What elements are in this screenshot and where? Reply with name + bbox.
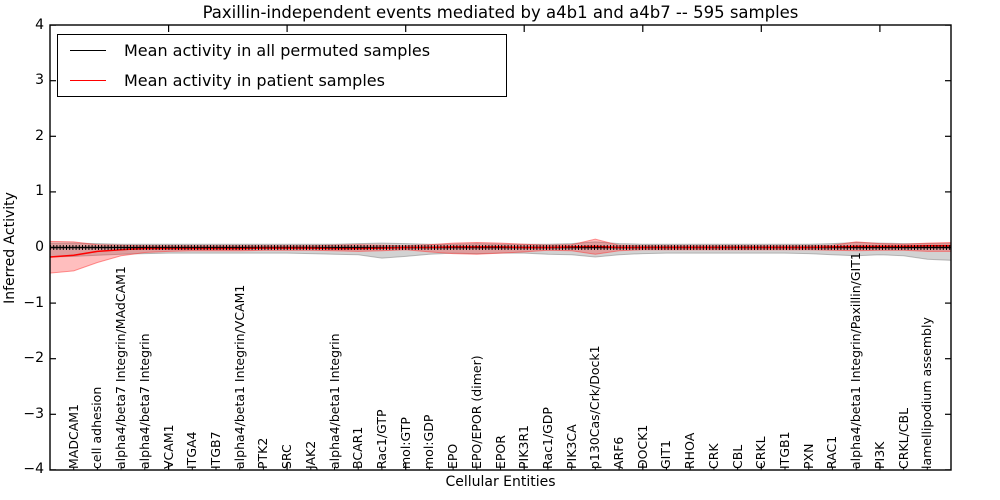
x-tick-label: PIK3CA [563,424,579,469]
y-tick-label: 2 [35,127,44,144]
y-tick-label: 1 [35,183,44,200]
x-tick-label: ITGA4 [184,431,200,469]
red-line-swatch [70,79,106,81]
x-tick-label: JAK2 [302,440,318,469]
x-tick-label: Rac1/GDP [539,407,555,469]
x-tick-label: PTK2 [255,437,271,469]
legend: Mean activity in all permuted samples Me… [57,34,507,97]
x-tick-label: SRC [279,444,295,469]
x-tick-label: alpha4/beta7 Integrin/MAdCAM1 [113,266,129,469]
x-tick-label: alpha4/beta1 Integrin [326,333,342,469]
x-tick-label: Rac1/GTP [373,409,389,469]
x-tick-label: PIK3R1 [516,424,532,469]
y-tick-label: −1 [23,294,44,311]
x-tick-label: PI3K [871,441,887,469]
x-tick-label: CRKL [753,436,769,469]
x-tick-label: cell adhesion [89,386,105,469]
x-tick-label: ITGB1 [777,431,793,469]
x-tick-label: EPOR [492,435,508,469]
x-tick-label: EPO/EPOR (dimer) [468,355,484,469]
x-tick-label: MADCAM1 [65,404,81,469]
y-tick-label: −2 [23,350,44,367]
chart-title: Paxillin-independent events mediated by … [202,3,799,22]
y-tick-label: −4 [23,461,44,478]
x-tick-label: GIT1 [658,440,674,469]
x-tick-label: alpha4/beta1 Integrin/Paxillin/GIT1 [848,252,864,469]
y-tick-label: 0 [35,239,44,255]
x-tick-label: EPO [445,443,461,469]
legend-item-patient: Mean activity in patient samples [58,66,506,94]
x-tick-label: alpha4/beta1 Integrin/VCAM1 [231,284,247,469]
legend-item-permuted: Mean activity in all permuted samples [58,37,506,65]
x-axis-label: Cellular Entities [445,474,556,490]
y-tick-label: 3 [35,72,44,89]
legend-label-patient: Mean activity in patient samples [124,70,385,90]
legend-label-permuted: Mean activity in all permuted samples [124,41,431,61]
x-tick-label: BCAR1 [350,426,366,469]
y-tick-label: 4 [35,16,44,33]
x-tick-label: PXN [800,443,816,469]
x-tick-label: alpha4/beta7 Integrin [136,333,152,469]
x-tick-label: RHOA [682,432,698,469]
x-tick-label: ITGB7 [207,431,223,469]
x-tick-label: VCAM1 [160,424,176,469]
x-tick-label: mol:GTP [397,417,413,469]
x-tick-label: DOCK1 [634,424,650,469]
x-tick-label: CRKL/CBL [895,407,911,469]
x-tick-label: CBL [729,444,745,469]
x-tick-label: RAC1 [824,435,840,469]
y-tick-label: −3 [23,405,44,422]
x-tick-label: lamellipodium assembly [919,317,935,469]
black-line-swatch [70,50,106,52]
x-tick-label: p130Cas/Crk/Dock1 [587,345,603,469]
x-tick-label: CRK [705,443,721,469]
x-tick-label: ARF6 [611,436,627,469]
x-tick-label: mol:GDP [421,414,437,469]
